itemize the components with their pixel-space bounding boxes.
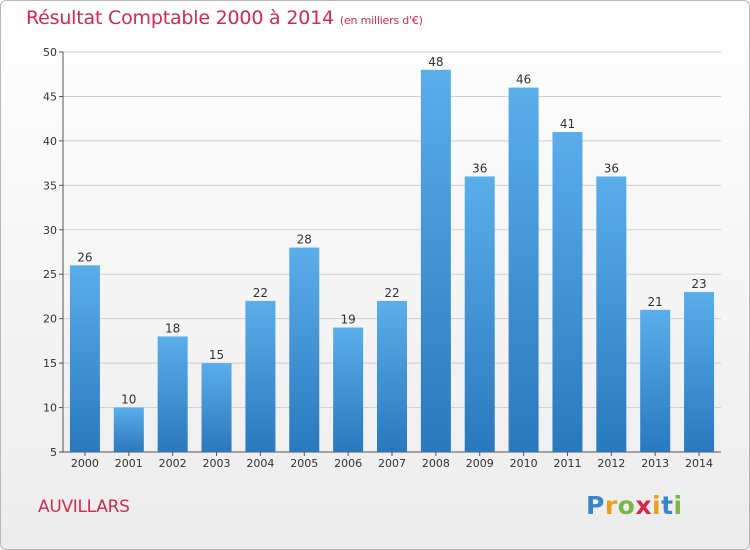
bar-2004 xyxy=(245,300,276,452)
bar-2006 xyxy=(333,327,364,452)
bar-2007 xyxy=(377,300,407,452)
y-tick-label: 5 xyxy=(50,446,57,459)
y-tick-label: 35 xyxy=(43,179,57,192)
bar-2012 xyxy=(596,176,627,452)
y-tick-label: 45 xyxy=(43,90,57,103)
data-label: 46 xyxy=(516,73,531,87)
x-tick-label: 2013 xyxy=(641,457,669,470)
logo-letter: i xyxy=(673,491,683,520)
x-tick-label: 2005 xyxy=(290,457,318,470)
data-label: 21 xyxy=(648,295,663,309)
data-label: 22 xyxy=(253,286,268,300)
x-tick-label: 2007 xyxy=(378,457,406,470)
data-label: 36 xyxy=(604,161,619,175)
y-tick-label: 25 xyxy=(43,268,57,281)
data-label: 15 xyxy=(209,348,224,362)
chart-title: Résultat Comptable 2000 à 2014 (en millie… xyxy=(26,7,423,29)
y-tick-label: 50 xyxy=(43,46,57,59)
y-tick-label: 30 xyxy=(43,224,57,237)
x-tick-label: 2000 xyxy=(71,457,99,470)
bar-2011 xyxy=(552,132,583,452)
x-tick-label: 2006 xyxy=(334,457,362,470)
y-tick-label: 15 xyxy=(43,357,57,370)
x-tick-label: 2010 xyxy=(510,457,538,470)
x-tick-label: 2014 xyxy=(685,457,713,470)
x-tick-label: 2001 xyxy=(115,457,143,470)
logo-letter: i xyxy=(652,491,662,520)
data-label: 36 xyxy=(472,161,487,175)
x-tick-label: 2002 xyxy=(159,457,187,470)
place-name: AUVILLARS xyxy=(38,497,130,517)
bar-2000 xyxy=(69,265,100,452)
bar-2010 xyxy=(508,87,539,453)
title-main: Résultat Comptable 2000 à 2014 xyxy=(26,7,334,29)
y-tick-label: 40 xyxy=(43,135,57,148)
data-label: 23 xyxy=(691,277,706,291)
bar-2014 xyxy=(684,292,715,452)
x-tick-label: 2011 xyxy=(553,457,581,470)
data-label: 26 xyxy=(77,250,92,264)
data-label: 10 xyxy=(121,393,136,407)
proxiti-logo[interactable]: Proxiti xyxy=(586,491,683,520)
bar-2013 xyxy=(640,309,671,452)
data-label: 22 xyxy=(384,286,399,300)
data-label: 28 xyxy=(297,233,312,247)
data-labels: 26 10 18 15 22 28 19 22 48 36 46 41 36 21 23 xyxy=(77,55,706,407)
data-label: 41 xyxy=(560,117,575,131)
logo-letter: o xyxy=(617,491,636,520)
data-label: 18 xyxy=(165,321,180,335)
logo-letter: P xyxy=(586,491,605,520)
logo-letter: t xyxy=(661,491,674,520)
bar-2009 xyxy=(464,176,495,452)
data-label: 48 xyxy=(428,55,443,69)
bar-2005 xyxy=(289,247,320,452)
x-tick-label: 2009 xyxy=(466,457,494,470)
x-tick-label: 2012 xyxy=(597,457,625,470)
x-tick-label: 2003 xyxy=(203,457,231,470)
bars xyxy=(69,69,715,453)
y-tick-label: 10 xyxy=(43,402,57,415)
logo-letter: r xyxy=(604,491,618,520)
x-tick-label: 2004 xyxy=(246,457,274,470)
bar-2002 xyxy=(157,336,188,452)
x-tick-label: 2008 xyxy=(422,457,450,470)
y-tick-label: 20 xyxy=(43,313,57,326)
bar-2001 xyxy=(113,407,144,452)
bar-2008 xyxy=(420,69,451,453)
bar-2003 xyxy=(201,363,232,452)
data-label: 19 xyxy=(340,313,355,327)
title-unit: (en milliers d'€) xyxy=(339,14,423,27)
logo-letter: x xyxy=(635,491,652,520)
